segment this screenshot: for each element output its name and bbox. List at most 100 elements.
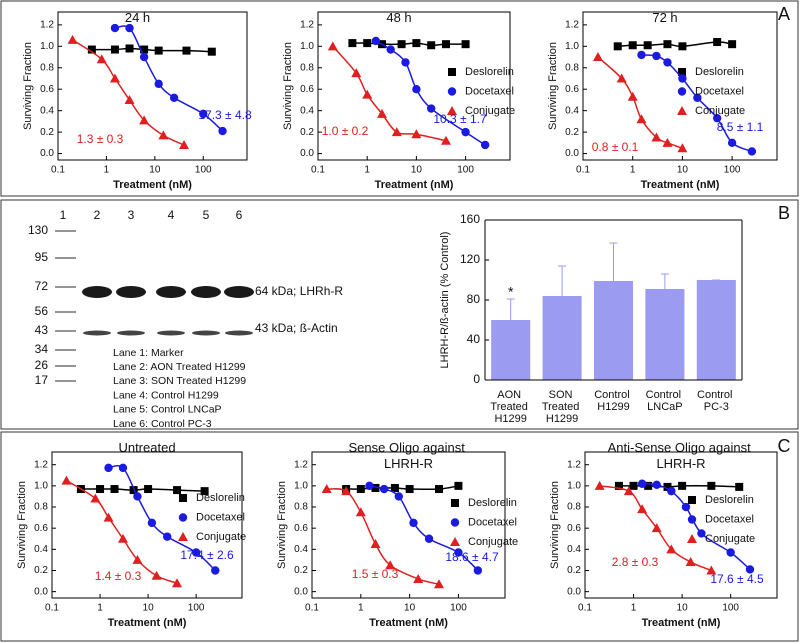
point: [726, 548, 735, 557]
legend-label: Docetaxel: [705, 513, 754, 525]
annotation: *: [508, 284, 514, 300]
band: [156, 286, 186, 298]
point: [397, 40, 406, 49]
y-axis-title: LHRH-R/ß-actin (% Control): [439, 232, 451, 369]
point: [616, 73, 627, 83]
y-tick-label: 0.2: [34, 565, 48, 576]
annotation: 18.6 ± 4.7: [445, 550, 499, 564]
point: [139, 115, 150, 125]
point: [377, 108, 387, 118]
point: [172, 578, 183, 588]
point: [321, 484, 332, 494]
y-tick-label: 0.4: [40, 105, 54, 116]
y-tick-label: 0.6: [40, 84, 54, 95]
point: [454, 548, 463, 557]
band: [191, 286, 221, 298]
x-axis-title: Treatment (nM): [642, 617, 721, 629]
point: [147, 518, 157, 528]
bar: [645, 289, 685, 380]
point: [411, 129, 422, 139]
x-tick-label: 1: [630, 165, 636, 176]
point: [480, 140, 490, 150]
point: [728, 40, 737, 49]
lane-number: 3: [128, 208, 135, 222]
band: [225, 330, 253, 336]
x-axis-title: Treatment (nM): [113, 179, 192, 191]
annotation: 17.6 ± 4.5: [710, 572, 764, 586]
legend-marker: [178, 513, 188, 522]
y-tick-label: 1.2: [567, 459, 581, 470]
point: [386, 45, 395, 54]
y-tick-label: 0.6: [34, 523, 48, 534]
x-tick-label: 0.1: [311, 165, 325, 176]
marker-label: 130: [28, 223, 48, 237]
point: [454, 481, 463, 490]
y-tick-label: 0.0: [300, 148, 314, 159]
point: [365, 481, 374, 491]
marker-label: 95: [35, 250, 49, 264]
point: [351, 68, 362, 78]
point: [662, 137, 673, 147]
legend-marker: [678, 68, 686, 76]
point: [125, 44, 134, 53]
y-axis-title: Surviving Fraction: [282, 42, 294, 130]
point: [124, 94, 135, 104]
y-tick-label: 0.6: [294, 523, 308, 534]
point: [327, 41, 338, 51]
x-tick-label: 100: [450, 603, 467, 614]
y-tick-label: 0.6: [300, 84, 314, 95]
x-tick-label: SON Treated H1299: [542, 389, 583, 425]
legend-marker: [450, 537, 460, 546]
x-tick-label: 100: [457, 165, 474, 176]
chart-title: Sense Oligo against LHRH-R: [349, 440, 469, 471]
x-tick-label: Control LNCaP: [646, 389, 685, 413]
point: [636, 114, 647, 124]
x-tick-label: 100: [188, 603, 205, 614]
point: [441, 135, 451, 145]
y-tick-label: 0.4: [300, 105, 314, 116]
y-tick-label: 1.2: [34, 459, 48, 470]
x-tick-label: 100: [195, 165, 212, 176]
y-tick-label: 1.2: [294, 459, 308, 470]
point: [678, 42, 687, 51]
panel-frame: [0, 0, 799, 197]
chart-title: 24 h: [125, 10, 150, 25]
y-tick-label: 0.8: [34, 502, 48, 513]
x-axis-title: Treatment (nM): [369, 617, 448, 629]
y-tick-label: 0.0: [565, 148, 579, 159]
annotation: 1.0 ± 0.2: [322, 124, 369, 138]
point: [745, 565, 755, 574]
legend-marker: [448, 68, 456, 76]
point: [200, 487, 209, 496]
legend-marker: [687, 534, 697, 543]
point: [139, 52, 149, 62]
bar: [542, 296, 582, 380]
point: [87, 45, 96, 54]
point: [592, 52, 603, 62]
x-tick-label: 0.1: [576, 165, 590, 176]
y-tick-label: 0.4: [34, 544, 48, 555]
y-tick-label: 40: [467, 332, 481, 346]
legend-marker: [179, 494, 187, 502]
point: [637, 50, 646, 60]
legend-label: Deslorelin: [468, 497, 517, 509]
point: [434, 579, 445, 589]
point: [628, 41, 637, 50]
point: [401, 58, 410, 67]
point: [426, 104, 436, 113]
legend-marker: [677, 87, 687, 96]
band-label: 64 kDa; LHRh-R: [255, 284, 343, 298]
point: [678, 481, 687, 490]
y-tick-label: 0.0: [294, 586, 308, 597]
marker-label: 72: [35, 279, 49, 293]
legend-label: Deslorelin: [695, 66, 744, 78]
point: [652, 51, 661, 61]
y-tick-label: 0.0: [40, 148, 54, 159]
point: [712, 113, 722, 123]
point: [379, 484, 389, 494]
point: [613, 42, 622, 51]
point: [363, 39, 372, 48]
point: [348, 39, 357, 48]
band: [116, 286, 146, 298]
